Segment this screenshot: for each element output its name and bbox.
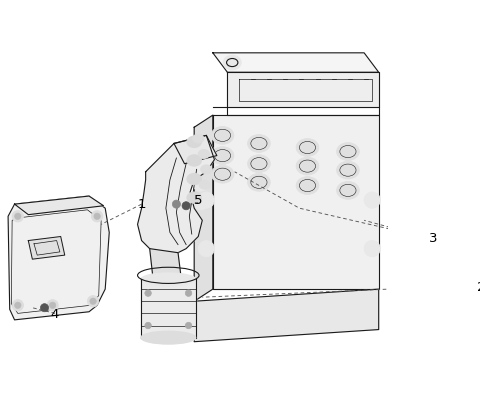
Polygon shape (213, 53, 379, 72)
Ellipse shape (336, 182, 359, 199)
Polygon shape (228, 72, 379, 107)
Circle shape (91, 211, 103, 222)
Circle shape (90, 298, 96, 304)
Ellipse shape (211, 126, 234, 144)
Ellipse shape (199, 180, 210, 189)
Text: 4: 4 (51, 308, 59, 322)
Polygon shape (138, 136, 215, 257)
Ellipse shape (336, 143, 359, 160)
Ellipse shape (248, 135, 270, 152)
Text: 1: 1 (137, 198, 146, 211)
Polygon shape (213, 115, 379, 289)
Ellipse shape (193, 180, 208, 191)
Ellipse shape (248, 173, 270, 191)
Ellipse shape (193, 198, 208, 210)
Circle shape (49, 302, 56, 308)
Ellipse shape (201, 165, 212, 174)
Circle shape (47, 300, 58, 311)
Circle shape (185, 322, 192, 329)
Circle shape (14, 302, 21, 308)
Text: 3: 3 (429, 233, 437, 245)
Circle shape (12, 300, 24, 311)
Ellipse shape (187, 173, 202, 185)
Circle shape (364, 241, 380, 257)
Circle shape (40, 304, 48, 312)
Polygon shape (194, 289, 379, 342)
Ellipse shape (336, 161, 359, 179)
Ellipse shape (198, 150, 210, 158)
Ellipse shape (211, 165, 234, 183)
Ellipse shape (187, 155, 202, 166)
Ellipse shape (192, 134, 204, 143)
Text: 2: 2 (477, 281, 480, 294)
Polygon shape (14, 196, 104, 215)
Ellipse shape (248, 155, 270, 172)
Circle shape (185, 290, 192, 296)
Circle shape (198, 192, 215, 208)
Text: 5: 5 (194, 194, 203, 207)
Circle shape (145, 290, 151, 296)
Polygon shape (141, 279, 196, 338)
Ellipse shape (141, 273, 196, 286)
Polygon shape (174, 136, 217, 164)
Ellipse shape (211, 147, 234, 164)
Circle shape (182, 202, 190, 210)
Circle shape (12, 211, 24, 222)
Circle shape (94, 213, 100, 219)
Circle shape (364, 192, 380, 208)
Polygon shape (8, 196, 109, 320)
Polygon shape (28, 237, 65, 259)
Ellipse shape (193, 142, 208, 153)
Ellipse shape (223, 55, 241, 70)
Ellipse shape (296, 139, 319, 156)
Circle shape (87, 296, 99, 307)
Ellipse shape (296, 157, 319, 175)
Ellipse shape (296, 176, 319, 194)
Ellipse shape (141, 331, 196, 344)
Circle shape (14, 213, 21, 219)
Circle shape (145, 322, 151, 329)
Circle shape (198, 241, 215, 257)
Ellipse shape (193, 160, 208, 172)
Ellipse shape (187, 136, 202, 148)
Ellipse shape (187, 192, 202, 203)
Polygon shape (194, 115, 213, 301)
Polygon shape (150, 249, 182, 285)
Circle shape (172, 200, 180, 208)
